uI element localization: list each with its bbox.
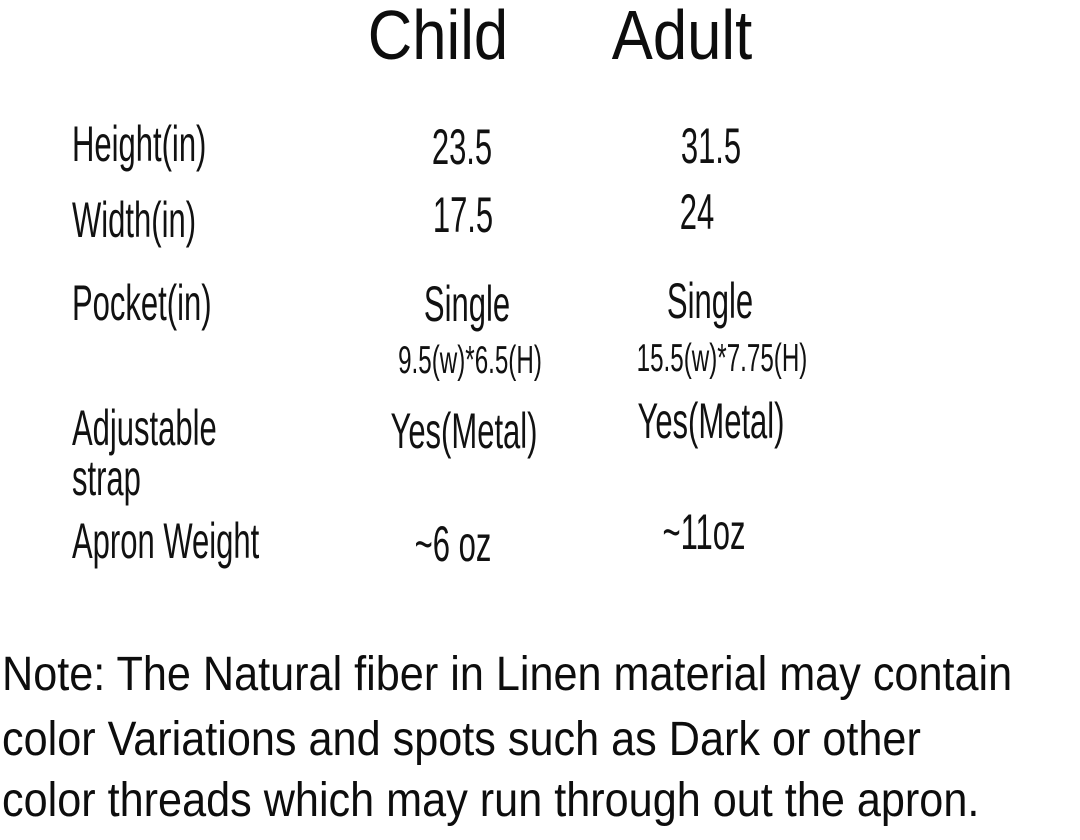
cell-pocket-dimensions-child: 9.5(w)*6.5(H)	[398, 339, 542, 382]
row-label-adjustable-strap: Adjustable strap	[72, 400, 217, 506]
row-label-apron-weight: Apron Weight	[72, 513, 260, 569]
cell-pocket-adult: Single	[666, 273, 754, 329]
row-label-height: Height(in)	[72, 116, 207, 172]
cell-strap-child: Yes(Metal)	[390, 403, 538, 459]
cell-height-adult: 31.5	[680, 118, 742, 174]
cell-pocket-child: Single	[423, 276, 511, 332]
material-note-line-2: color Variations and spots such as Dark …	[2, 713, 921, 766]
material-note-line-1: Note: The Natural fiber in Linen materia…	[2, 648, 1013, 701]
row-label-pocket: Pocket(in)	[72, 275, 212, 331]
cell-weight-adult: ~11oz	[662, 504, 746, 560]
cell-width-adult: 24	[679, 184, 715, 240]
material-note-line-3: color threads which may run through out …	[2, 774, 980, 827]
column-header-adult: Adult	[611, 0, 753, 74]
cell-pocket-dimensions-adult: 15.5(w)*7.75(H)	[636, 337, 808, 380]
cell-strap-adult: Yes(Metal)	[637, 393, 785, 449]
cell-width-child: 17.5	[432, 187, 494, 243]
cell-weight-child: ~6 oz	[414, 516, 492, 572]
column-header-child: Child	[367, 0, 509, 74]
row-label-width: Width(in)	[72, 192, 197, 248]
cell-height-child: 23.5	[431, 119, 493, 175]
